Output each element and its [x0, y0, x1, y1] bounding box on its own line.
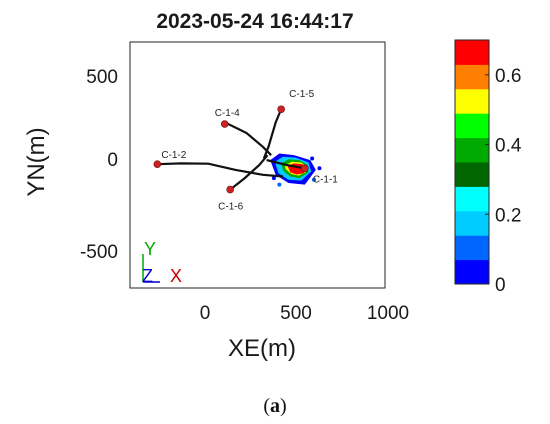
colorbar-segment	[455, 210, 489, 236]
x-tick-label: 1000	[367, 303, 409, 324]
colorbar-segment	[455, 64, 489, 90]
colorbar-segment	[455, 40, 489, 65]
well-label: C-1-5	[289, 89, 314, 100]
well-trajectory	[229, 154, 269, 191]
well-marker	[220, 120, 229, 128]
colorbar-tick-label: 0.2	[495, 205, 521, 226]
colorbar-tick-label: 0.4	[495, 136, 522, 157]
well-markers	[153, 105, 309, 194]
colorbar-tick-label: 0	[495, 275, 506, 296]
well-marker	[226, 185, 234, 194]
well-label: C-1-4	[215, 108, 240, 119]
well-label: C-1-1	[313, 174, 338, 185]
amplitude-point	[310, 156, 315, 161]
axes-triad: Y Z X	[142, 239, 182, 286]
colorbar	[455, 40, 489, 285]
well-trajectory	[157, 162, 284, 178]
x-tick-label: 500	[280, 303, 312, 324]
triad-x-label: X	[170, 266, 182, 286]
well-label: C-1-2	[161, 150, 186, 161]
colorbar-segment	[455, 186, 489, 212]
y-tick-label: 0	[107, 150, 118, 171]
x-axis-label: XE(m)	[228, 335, 296, 362]
colorbar-segment	[455, 162, 489, 187]
caption-open: (	[263, 395, 270, 417]
well-labels: C-1-1 C-1-2 C-1-4 C-1-5 C-1-6	[161, 89, 338, 212]
caption-letter: a	[270, 395, 280, 417]
x-tick-label: 0	[200, 303, 211, 324]
colorbar-segment	[455, 235, 489, 261]
colorbar-ticks: 0 0.2 0.4 0.6	[485, 66, 522, 296]
caption-close: )	[280, 395, 287, 417]
colorbar-segment	[455, 259, 489, 285]
well-marker	[277, 105, 285, 114]
amplitude-point	[311, 177, 316, 182]
triad-y-label: Y	[144, 239, 156, 259]
colorbar-segment	[455, 113, 489, 139]
y-tick-label: -500	[80, 242, 118, 263]
colorbar-segment	[455, 88, 489, 114]
colorbar-frame	[454, 39, 490, 285]
y-axis-label: YN(m)	[23, 127, 50, 196]
chart-title: 2023-05-24 16:44:17	[156, 10, 353, 33]
triad-z-label: Z	[142, 266, 153, 286]
colorbar-segment	[455, 137, 489, 163]
amplitude-point	[317, 166, 322, 171]
well-marker	[153, 160, 162, 168]
y-tick-label: 500	[86, 67, 118, 88]
colorbar-tick-label: 0.6	[495, 66, 521, 87]
amplitude-point	[277, 182, 282, 187]
well-trajectories	[157, 108, 306, 191]
figure-caption: (a)	[263, 395, 286, 417]
well-trajectory	[262, 108, 283, 159]
well-trajectory	[266, 159, 306, 170]
amplitude-point	[271, 176, 276, 181]
well-label: C-1-6	[218, 202, 243, 213]
well-marker	[301, 164, 309, 173]
plot-area	[129, 41, 386, 289]
